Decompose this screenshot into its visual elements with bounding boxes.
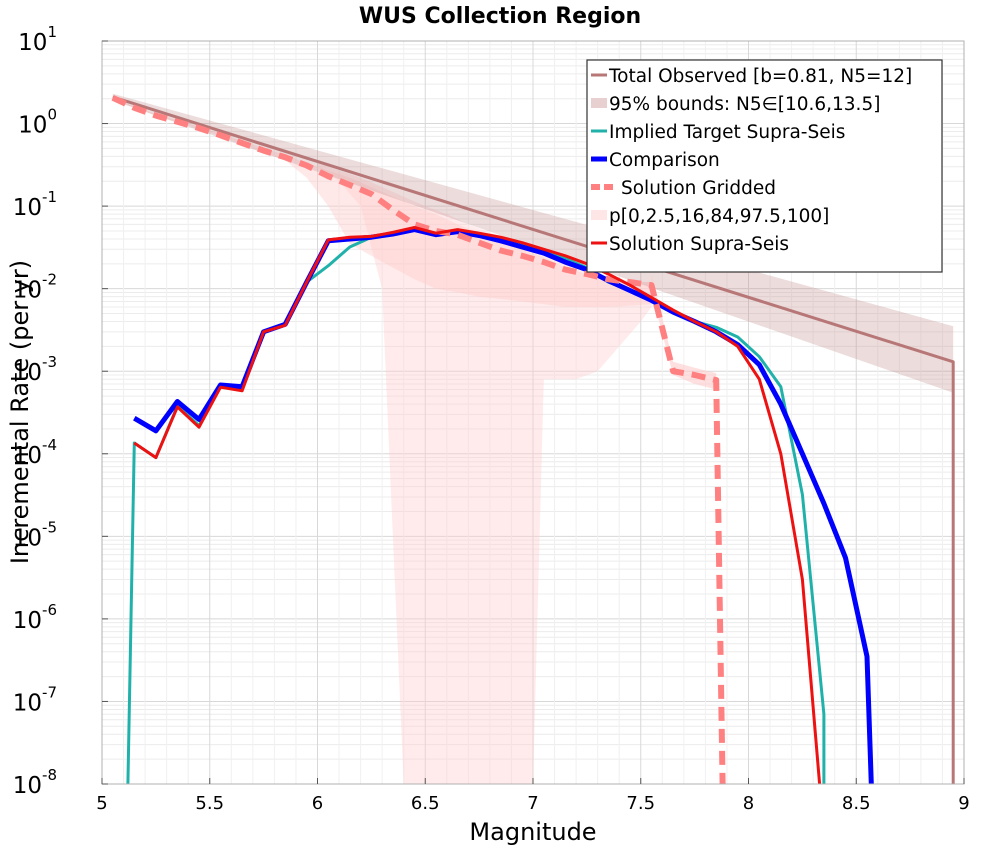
y-tick-label: 101 — [18, 23, 57, 56]
y-tick-label: 10-5 — [13, 518, 57, 551]
legend-label: Comparison — [609, 150, 720, 171]
y-tick-label: 10-3 — [13, 353, 57, 386]
legend-label: Solution Supra-Seis — [609, 234, 789, 255]
band-1 — [317, 163, 652, 785]
y-tick-label: 10-6 — [13, 601, 57, 634]
x-tick-label: 8 — [743, 793, 754, 814]
legend-label: p[0,2.5,16,84,97.5,100] — [609, 206, 829, 227]
series — [111, 95, 955, 785]
x-axis-ticks: 5 5.5 6 6.5 7 7.5 8 8.5 9 — [96, 778, 970, 814]
y-axis-ticks: 101 100 10-1 10-2 10-3 10-4 10-5 10-6 10-7 10-8 — [13, 23, 108, 799]
series-total-observed-b-0-81-n5-12 — [112, 95, 955, 784]
y-tick-label: 10-8 — [13, 766, 57, 799]
x-tick-label: 7.5 — [626, 793, 655, 814]
legend-label: Implied Target Supra-Seis — [609, 122, 845, 143]
x-axis-label: Magnitude — [469, 818, 596, 846]
x-tick-label: 8.5 — [842, 793, 871, 814]
x-tick-label: 7 — [527, 793, 538, 814]
band-2 — [112, 93, 954, 393]
y-axis-label: Incremental Rate (per yr) — [6, 260, 34, 564]
x-tick-label: 9 — [958, 793, 969, 814]
legend: Total Observed [b=0.81, N5=12] 95% bounds… — [586, 59, 943, 273]
x-tick-label: 5.5 — [195, 793, 224, 814]
legend-label: Solution Gridded — [621, 178, 776, 199]
chart-title: WUS Collection Region — [359, 4, 641, 29]
y-tick-label: 10-7 — [13, 683, 57, 716]
x-tick-label: 6 — [312, 793, 323, 814]
legend-swatch — [591, 210, 607, 220]
legend-label: Total Observed [b=0.81, N5=12] — [608, 66, 912, 87]
y-tick-label: 100 — [18, 106, 57, 139]
legend-label: 95% bounds: N5∈[10.6,13.5] — [609, 94, 880, 115]
y-tick-label: 10-2 — [13, 271, 57, 304]
legend-swatch — [591, 98, 607, 108]
series-solution-gridded — [111, 95, 726, 785]
series-solution-supra-seis — [133, 226, 822, 785]
y-tick-label: 10-1 — [13, 188, 57, 221]
legend-box — [586, 59, 943, 273]
x-tick-label: 5 — [96, 793, 107, 814]
y-tick-label: 10-4 — [13, 436, 57, 469]
x-tick-label: 6.5 — [411, 793, 440, 814]
